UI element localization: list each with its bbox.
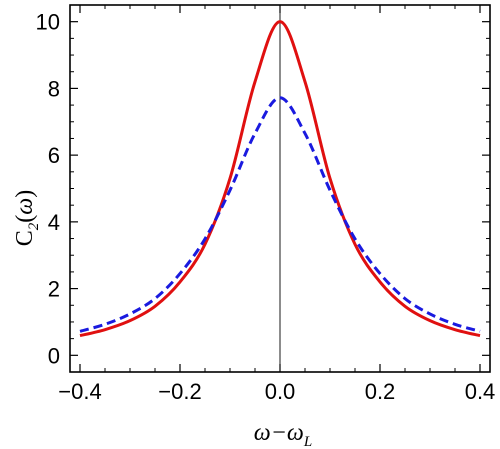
dashed-blue-series-line [79, 96, 481, 333]
y-tick-label: 10 [36, 10, 60, 35]
y-tick-label: 6 [48, 143, 60, 168]
x-axis-title: ω−ωL [254, 420, 312, 449]
y-tick-label: 4 [48, 210, 60, 235]
x-tick-label: 0.4 [465, 379, 496, 404]
x-tick-label: −0.4 [58, 379, 101, 404]
y-tick-label: 2 [48, 277, 60, 302]
x-tick-label: −0.2 [158, 379, 201, 404]
x-tick-label: 0.2 [365, 379, 396, 404]
y-axis-title: C2(ω) [12, 190, 42, 246]
y-tick-label: 0 [48, 343, 60, 368]
solid-red-series-line [79, 20, 481, 338]
y-tick-label: 8 [48, 76, 60, 101]
x-tick-label: 0.0 [265, 379, 296, 404]
